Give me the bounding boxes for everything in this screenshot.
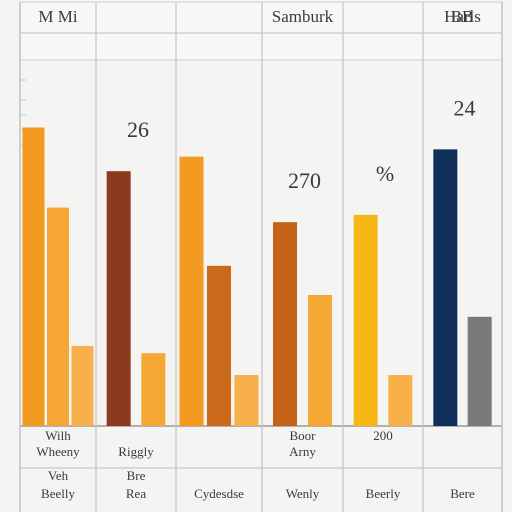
column-header: Samburk	[272, 7, 334, 26]
bar	[207, 265, 231, 426]
bars-layer	[22, 127, 492, 427]
footer-label: Boor	[290, 428, 317, 443]
bar	[433, 149, 458, 427]
footer-label: Beerly	[366, 486, 401, 501]
footer-label: Cydesdse	[194, 486, 244, 501]
footer-label: Wenly	[286, 486, 320, 501]
bar	[388, 375, 413, 426]
value-label: 24	[454, 95, 476, 120]
footer-label: Rea	[126, 486, 146, 501]
bar	[353, 214, 378, 426]
bar	[308, 294, 332, 426]
footer-label: 200	[373, 428, 393, 443]
column-header: Harls	[444, 7, 481, 26]
bar	[71, 345, 94, 426]
grid-layer	[19, 1, 503, 512]
footer-label: Bre	[127, 468, 146, 483]
footer-label: Riggly	[118, 444, 154, 459]
bar	[234, 375, 259, 426]
value-label: 26	[127, 117, 149, 142]
value-label: %	[376, 161, 394, 186]
footer-label: Wilh	[45, 428, 71, 443]
labels-layer: 26 270 % 24	[127, 95, 476, 193]
footer-label: Veh	[48, 468, 69, 483]
bar	[141, 353, 166, 426]
header-band	[19, 1, 503, 61]
bar	[467, 316, 492, 426]
column-header: M Mi	[38, 7, 77, 26]
footer-label: Wheeny	[36, 444, 80, 459]
value-label: 270	[288, 168, 321, 193]
footer-label: Bere	[450, 486, 475, 501]
footer-label: Beelly	[41, 486, 75, 501]
bar	[22, 127, 45, 427]
bar	[179, 156, 204, 426]
column-header-extra: BB	[451, 7, 474, 26]
bar	[273, 222, 297, 426]
footer-label: Arny	[289, 444, 316, 459]
bar	[47, 207, 69, 426]
bar	[106, 171, 131, 426]
